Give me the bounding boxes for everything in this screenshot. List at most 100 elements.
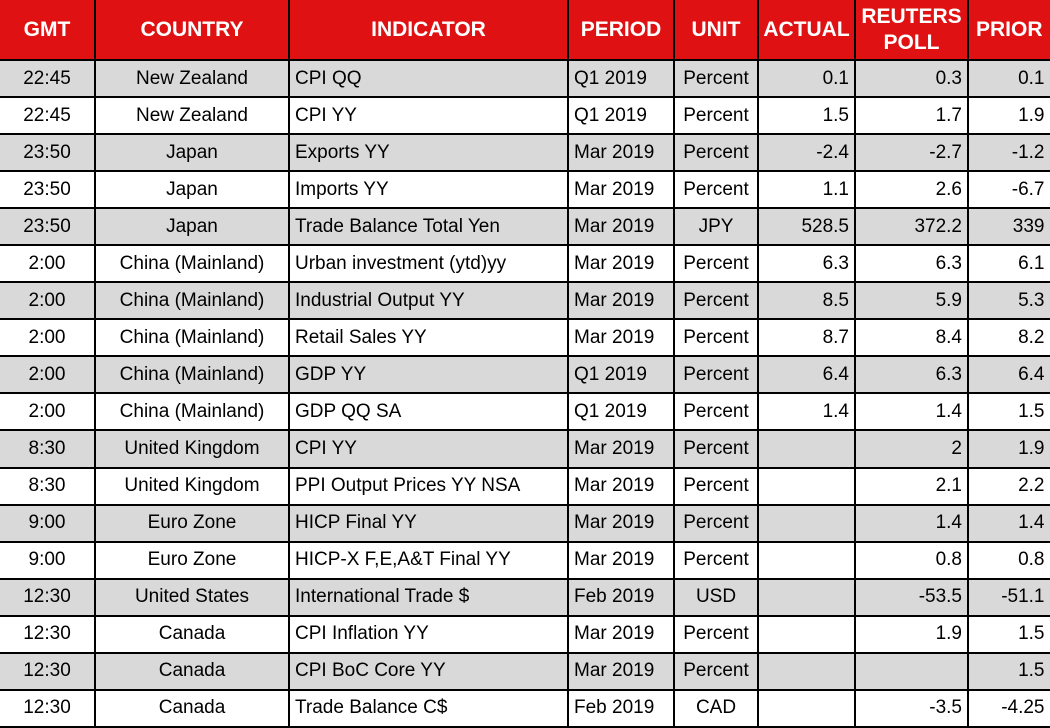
column-header-reuters-poll: REUTERS POLL bbox=[854, 0, 969, 61]
cell-period: Mar 2019 bbox=[567, 244, 675, 284]
cell-prior: 1.5 bbox=[967, 651, 1050, 691]
table-row: 12:30 Canada CPI Inflation YY Mar 2019 Perce… bbox=[0, 614, 1050, 654]
cell-prior: 1.4 bbox=[967, 503, 1050, 543]
cell-unit: Percent bbox=[673, 429, 759, 469]
cell-prior: -6.7 bbox=[967, 170, 1050, 210]
cell-period: Mar 2019 bbox=[567, 651, 675, 691]
table-row: 12:30 Canada CPI BoC Core YY Mar 2019 Percen… bbox=[0, 651, 1050, 691]
cell-country: Canada bbox=[94, 614, 290, 654]
cell-period: Q1 2019 bbox=[567, 58, 675, 99]
cell-period: Mar 2019 bbox=[567, 207, 675, 247]
table-row: 2:00 China (Mainland) Urban investment (yt… bbox=[0, 244, 1050, 284]
cell-indicator: PPI Output Prices YY NSA bbox=[288, 466, 569, 506]
cell-actual bbox=[757, 540, 856, 580]
cell-reuters-poll: 2.1 bbox=[854, 466, 969, 506]
cell-unit: Percent bbox=[673, 58, 759, 99]
cell-unit: Percent bbox=[673, 392, 759, 432]
column-header-country: COUNTRY bbox=[94, 0, 290, 61]
cell-gmt: 22:45 bbox=[0, 96, 96, 136]
cell-period: Feb 2019 bbox=[567, 577, 675, 617]
cell-period: Mar 2019 bbox=[567, 540, 675, 580]
cell-indicator: Trade Balance C$ bbox=[288, 688, 569, 728]
cell-prior: -51.1 bbox=[967, 577, 1050, 617]
cell-period: Mar 2019 bbox=[567, 466, 675, 506]
cell-indicator: Exports YY bbox=[288, 133, 569, 173]
cell-period: Mar 2019 bbox=[567, 281, 675, 321]
cell-indicator: GDP YY bbox=[288, 355, 569, 395]
cell-country: China (Mainland) bbox=[94, 392, 290, 432]
table-row: 22:45 New Zealand CPI QQ Q1 2019 Percent 0.1 0… bbox=[0, 58, 1050, 99]
cell-reuters-poll: 2 bbox=[854, 429, 969, 469]
cell-actual: 6.4 bbox=[757, 355, 856, 395]
cell-indicator: HICP-X F,E,A&T Final YY bbox=[288, 540, 569, 580]
cell-gmt: 22:45 bbox=[0, 58, 96, 99]
cell-period: Mar 2019 bbox=[567, 133, 675, 173]
cell-country: United Kingdom bbox=[94, 466, 290, 506]
column-header-actual: ACTUAL bbox=[757, 0, 856, 61]
cell-country: China (Mainland) bbox=[94, 355, 290, 395]
cell-indicator: Retail Sales YY bbox=[288, 318, 569, 358]
cell-unit: Percent bbox=[673, 355, 759, 395]
cell-prior: 6.1 bbox=[967, 244, 1050, 284]
cell-actual bbox=[757, 614, 856, 654]
cell-period: Q1 2019 bbox=[567, 355, 675, 395]
cell-period: Mar 2019 bbox=[567, 170, 675, 210]
cell-reuters-poll: -3.5 bbox=[854, 688, 969, 728]
cell-unit: Percent bbox=[673, 133, 759, 173]
table-row: 22:45 New Zealand CPI YY Q1 2019 Percent 1.5 1… bbox=[0, 96, 1050, 136]
cell-reuters-poll: 1.4 bbox=[854, 503, 969, 543]
cell-gmt: 2:00 bbox=[0, 355, 96, 395]
cell-reuters-poll: -2.7 bbox=[854, 133, 969, 173]
table-row: 2:00 China (Mainland) GDP YY Q1 2019 Percent… bbox=[0, 355, 1050, 395]
cell-reuters-poll: 1.7 bbox=[854, 96, 969, 136]
cell-period: Q1 2019 bbox=[567, 96, 675, 136]
cell-unit: Percent bbox=[673, 540, 759, 580]
cell-actual: 0.1 bbox=[757, 58, 856, 99]
cell-reuters-poll: 8.4 bbox=[854, 318, 969, 358]
column-header-period: PERIOD bbox=[567, 0, 675, 61]
column-header-gmt: GMT bbox=[0, 0, 96, 61]
cell-actual bbox=[757, 429, 856, 469]
table-row: 9:00 Euro Zone HICP-X F,E,A&T Final YY Mar … bbox=[0, 540, 1050, 580]
cell-unit: Percent bbox=[673, 244, 759, 284]
cell-country: China (Mainland) bbox=[94, 281, 290, 321]
cell-actual: 8.5 bbox=[757, 281, 856, 321]
cell-indicator: CPI Inflation YY bbox=[288, 614, 569, 654]
cell-unit: Percent bbox=[673, 281, 759, 321]
cell-country: New Zealand bbox=[94, 96, 290, 136]
cell-prior: 8.2 bbox=[967, 318, 1050, 358]
cell-prior: 339 bbox=[967, 207, 1050, 247]
cell-prior: 1.5 bbox=[967, 392, 1050, 432]
cell-reuters-poll: 1.9 bbox=[854, 614, 969, 654]
cell-unit: Percent bbox=[673, 651, 759, 691]
cell-gmt: 8:30 bbox=[0, 466, 96, 506]
cell-period: Mar 2019 bbox=[567, 429, 675, 469]
cell-indicator: CPI BoC Core YY bbox=[288, 651, 569, 691]
cell-gmt: 8:30 bbox=[0, 429, 96, 469]
cell-gmt: 12:30 bbox=[0, 614, 96, 654]
cell-actual: 8.7 bbox=[757, 318, 856, 358]
cell-actual: 1.4 bbox=[757, 392, 856, 432]
cell-actual bbox=[757, 651, 856, 691]
cell-country: Euro Zone bbox=[94, 503, 290, 543]
cell-reuters-poll: 6.3 bbox=[854, 244, 969, 284]
cell-country: Canada bbox=[94, 651, 290, 691]
cell-country: China (Mainland) bbox=[94, 244, 290, 284]
column-header-indicator: INDICATOR bbox=[288, 0, 569, 61]
cell-reuters-poll: 0.3 bbox=[854, 58, 969, 99]
cell-country: Japan bbox=[94, 207, 290, 247]
cell-country: Japan bbox=[94, 170, 290, 210]
cell-indicator: CPI YY bbox=[288, 429, 569, 469]
column-header-unit: UNIT bbox=[673, 0, 759, 61]
cell-gmt: 12:30 bbox=[0, 577, 96, 617]
cell-unit: Percent bbox=[673, 614, 759, 654]
cell-indicator: International Trade $ bbox=[288, 577, 569, 617]
cell-prior: -1.2 bbox=[967, 133, 1050, 173]
cell-unit: Percent bbox=[673, 318, 759, 358]
cell-gmt: 23:50 bbox=[0, 207, 96, 247]
cell-country: New Zealand bbox=[94, 58, 290, 99]
cell-country: United States bbox=[94, 577, 290, 617]
cell-country: Euro Zone bbox=[94, 540, 290, 580]
cell-prior: 2.2 bbox=[967, 466, 1050, 506]
cell-country: United Kingdom bbox=[94, 429, 290, 469]
